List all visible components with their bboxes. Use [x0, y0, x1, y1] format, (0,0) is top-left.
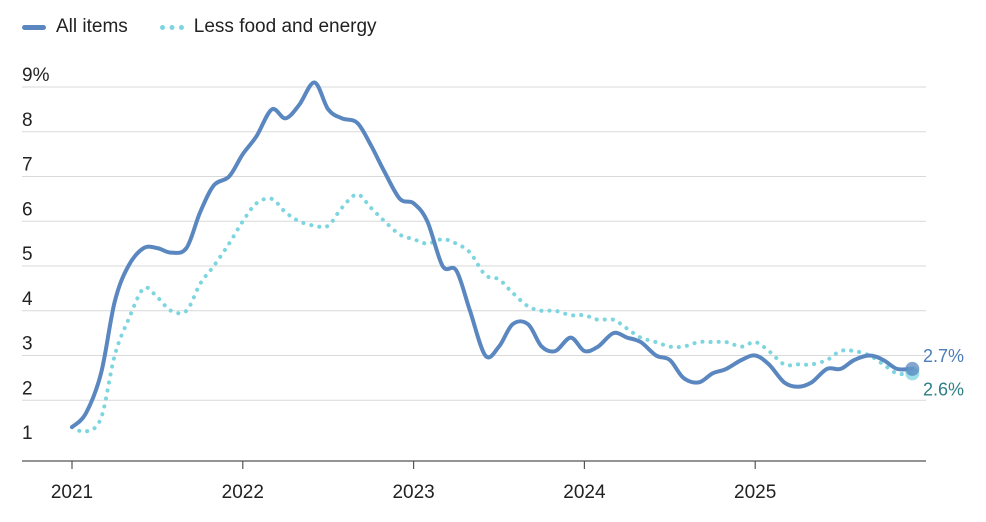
legend-label-all-items: All items: [56, 16, 128, 37]
gridlines: [22, 86, 926, 401]
y-tick-label: 1: [22, 423, 33, 444]
end-label-core: 2.6%: [923, 379, 964, 399]
end-label-all-items: 2.7%: [923, 346, 964, 366]
legend-item-core: Less food and energy: [159, 16, 377, 38]
x-tick-label: 2022: [222, 482, 264, 503]
chart-legend: All items Less food and energy: [22, 16, 409, 38]
series-line-all-items: [70, 80, 915, 430]
legend-swatch-dotted: [159, 24, 184, 30]
x-axis: 2021 2022 2023 2024 2025: [22, 460, 926, 503]
series-layer: [70, 80, 915, 434]
x-tick-label: 2025: [734, 482, 776, 503]
legend-item-all-items: All items: [22, 16, 128, 38]
y-tick-label: 4: [22, 289, 33, 310]
x-tick-label: 2024: [563, 482, 606, 503]
x-tick-label: 2023: [392, 482, 434, 503]
y-tick-label: 5: [22, 244, 33, 265]
y-tick-label: 7: [22, 155, 33, 176]
y-tick-label: 3: [22, 334, 33, 355]
series-end-marker: [905, 361, 920, 376]
x-tick-label: 2021: [51, 482, 93, 503]
legend-label-core: Less food and energy: [193, 16, 377, 37]
y-tick-label: 2: [22, 378, 33, 399]
y-tick-label: 6: [22, 199, 33, 220]
y-tick-label: 9%: [22, 65, 50, 86]
y-axis-ticks: 9% 8 7 6 5 4 3 2 1: [22, 65, 50, 444]
series-line-core: [70, 192, 915, 434]
legend-swatch-solid: [22, 24, 46, 30]
y-tick-label: 8: [22, 110, 33, 131]
end-markers: 2.7% 2.6%: [905, 346, 964, 399]
